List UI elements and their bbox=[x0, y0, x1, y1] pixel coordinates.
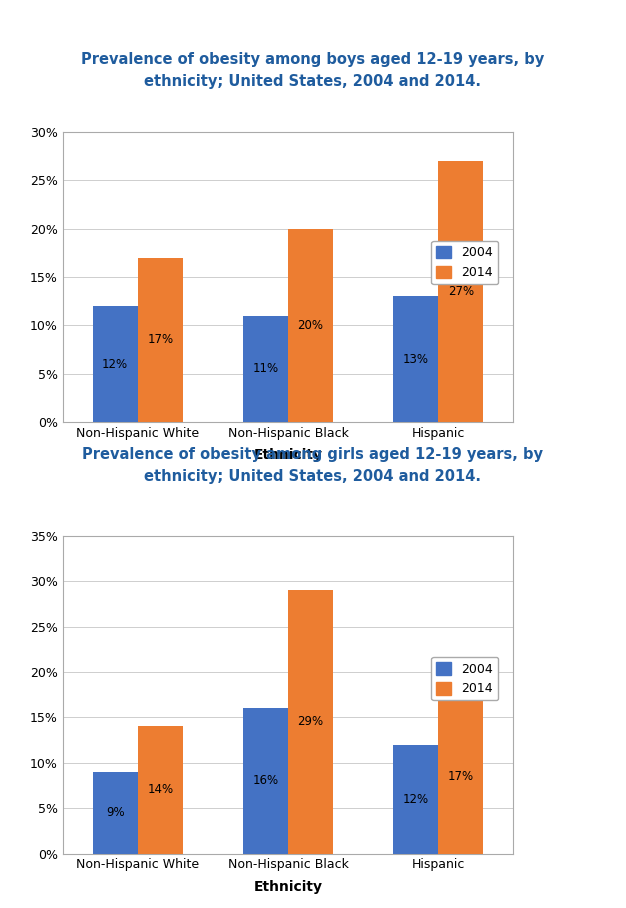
Text: 14%: 14% bbox=[147, 784, 173, 796]
Bar bbox=[93, 772, 138, 854]
Bar bbox=[393, 296, 438, 422]
Text: 29%: 29% bbox=[297, 716, 324, 728]
Text: 17%: 17% bbox=[448, 770, 474, 783]
Text: Prevalence of obesity among boys aged 12-19 years, by: Prevalence of obesity among boys aged 12… bbox=[81, 52, 545, 66]
Bar bbox=[93, 306, 138, 422]
Bar bbox=[138, 726, 183, 854]
Bar bbox=[243, 316, 288, 422]
Bar bbox=[243, 708, 288, 854]
Bar bbox=[438, 699, 483, 854]
X-axis label: Ethnicity: Ethnicity bbox=[254, 880, 322, 893]
Text: 9%: 9% bbox=[106, 806, 125, 819]
Legend: 2004, 2014: 2004, 2014 bbox=[431, 241, 498, 284]
Bar bbox=[288, 229, 333, 422]
Bar bbox=[393, 745, 438, 854]
Text: 27%: 27% bbox=[448, 285, 474, 298]
Bar bbox=[288, 590, 333, 854]
Text: ethnicity; United States, 2004 and 2014.: ethnicity; United States, 2004 and 2014. bbox=[145, 74, 481, 89]
X-axis label: Ethnicity: Ethnicity bbox=[254, 449, 322, 462]
Bar bbox=[138, 258, 183, 422]
Text: 12%: 12% bbox=[102, 358, 128, 370]
Legend: 2004, 2014: 2004, 2014 bbox=[431, 657, 498, 700]
Text: 11%: 11% bbox=[252, 362, 279, 375]
Text: 16%: 16% bbox=[252, 775, 279, 787]
Text: Prevalence of obesity among girls aged 12-19 years, by: Prevalence of obesity among girls aged 1… bbox=[83, 447, 543, 461]
Text: 17%: 17% bbox=[147, 333, 173, 346]
Text: 12%: 12% bbox=[403, 793, 429, 805]
Text: ethnicity; United States, 2004 and 2014.: ethnicity; United States, 2004 and 2014. bbox=[145, 469, 481, 484]
Bar bbox=[438, 161, 483, 422]
Text: 20%: 20% bbox=[297, 319, 324, 331]
Text: 13%: 13% bbox=[403, 353, 429, 366]
